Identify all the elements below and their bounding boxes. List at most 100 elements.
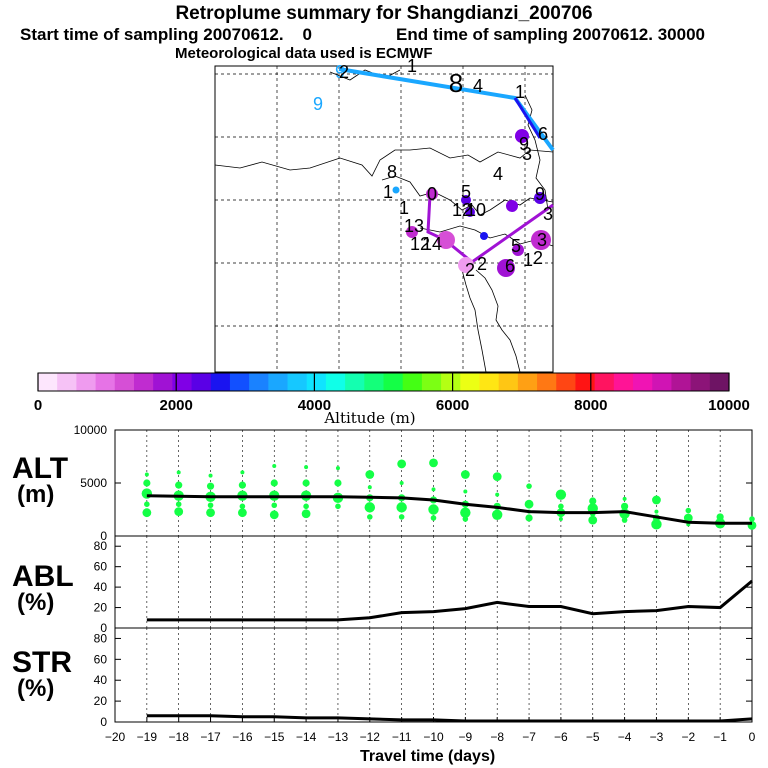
altitude-scatter-point [367,485,372,490]
meteo-source: Meteorological data used is ECMWF [175,45,433,62]
alt-y-tick-label: 10000 [74,423,108,437]
map-label: 2 [465,260,475,280]
x-tick-label: −19 [137,730,158,744]
altitude-scatter-point [555,489,567,500]
altitude-scatter-point [174,507,184,517]
colorbar-cell [306,373,327,391]
x-tick-label: −10 [423,730,444,744]
alt-y-tick-label: 5000 [80,476,107,490]
altitude-scatter-point [651,519,662,530]
colorbar-cell [498,373,519,391]
colorbar-cell [460,373,480,391]
colorbar-cell [133,373,154,391]
abl-y-tick-label: 40 [94,580,108,594]
plume-point [480,232,488,240]
colorbar-cell [613,373,634,391]
abl-y-tick-label: 80 [94,539,108,553]
altitude-scatter-point [269,510,279,520]
alt-unit: (m) [17,481,55,508]
map-label: 5 [511,236,521,256]
altitude-scatter-point [335,503,341,510]
colorbar-cell [709,373,730,391]
colorbar-tick-label: 10000 [708,397,750,414]
altitude-scatter-point [206,508,215,518]
altitude-scatter-point [240,470,245,475]
altitude-scatter-point [238,508,247,518]
sampling-start: Start time of sampling 20070612. 0 [20,25,312,44]
str-panel: 0 20 40 60 80 [94,627,753,729]
colorbar-tick-label: 8000 [574,397,607,414]
abl-label: ABL [12,560,74,593]
colorbar-cell [652,373,672,391]
map-label: 3 [522,144,532,164]
colorbar-cell [537,373,557,391]
altitude-scatter-point [301,509,311,519]
altitude-scatter-point [397,459,407,469]
trajectory-mid [513,97,542,139]
altitude-scatter-point [463,489,468,494]
colorbar-cell [594,373,615,391]
map-label: 1 [515,82,525,102]
altitude-scatter-point [558,503,564,510]
str-label: STR [12,646,72,679]
x-tick-label: −17 [200,730,221,744]
x-tick-label: −11 [392,730,412,744]
altitude-scatter-point [589,497,597,505]
x-tick-label: −13 [328,730,349,744]
map-label: 12 [410,234,430,254]
map-label: 1 [407,56,417,76]
altitude-scatter-point [367,514,373,520]
alt-y-tick-label: 0 [100,529,107,543]
coastlines [214,69,554,373]
x-tick-label: −9 [459,730,473,744]
altitude-scatter-point [526,483,532,489]
altitude-scatter-point [492,509,503,520]
sampling-end: End time of sampling 20070612. 30000 [396,25,705,44]
str-y-tick-label: 80 [94,631,108,645]
x-tick-label: −14 [296,730,317,744]
altitude-scatter-point [206,482,215,490]
altitude-scatter-point [652,495,661,505]
altitude-scatter-point [587,503,598,514]
altitude-scatter-point [621,502,629,510]
altitude-scatter-point [334,479,342,487]
altitude-scatter-point [302,479,310,487]
altitude-scatter-point [144,472,149,477]
plume-point [426,188,438,200]
altitude-scatter-point [364,502,375,513]
colorbar-cell [325,373,346,391]
str-y-tick-label: 40 [94,673,108,687]
plume-point [458,257,474,273]
altitude-scatter-point [396,502,407,513]
altitude-scatter-point [622,496,627,501]
abl-y-tick-label: 60 [94,560,108,574]
chart-title: Retroplume summary for Shangdianzi_20070… [175,3,593,24]
alt-series-line [146,494,752,525]
map-label: 6 [505,256,515,276]
altitude-scatter-point [685,507,692,514]
x-axis-title: Travel time (days) [360,748,496,765]
map-label: 9 [335,62,345,82]
colorbar-cell [633,373,653,391]
map-label: 2 [339,62,349,82]
map-label: 8 [387,162,397,182]
plume-point [531,230,551,250]
altitude-scatter-point [208,473,213,478]
colorbar-cell [268,373,289,391]
altitude-scatter-point [270,479,278,487]
map-label: 2 [477,254,487,274]
map-label: 6 [538,124,548,144]
colorbar-label: Altitude (m) [324,409,416,427]
altitude-scatter-point [460,470,470,479]
map-label: 10 [466,200,486,220]
altitude-scatter-point [304,465,309,470]
str-y-tick-label: 20 [94,694,108,708]
colorbar-cell [95,373,116,391]
abl-panel: 0 20 40 60 80 [94,535,753,635]
altitude-scatter-point [525,514,533,522]
altitude-scatter-point [431,487,436,492]
map-label: 13 [404,216,424,236]
altitude-scatter-point [144,501,150,508]
altitude-scatter-point [399,481,404,485]
colorbar-cell [210,373,231,391]
